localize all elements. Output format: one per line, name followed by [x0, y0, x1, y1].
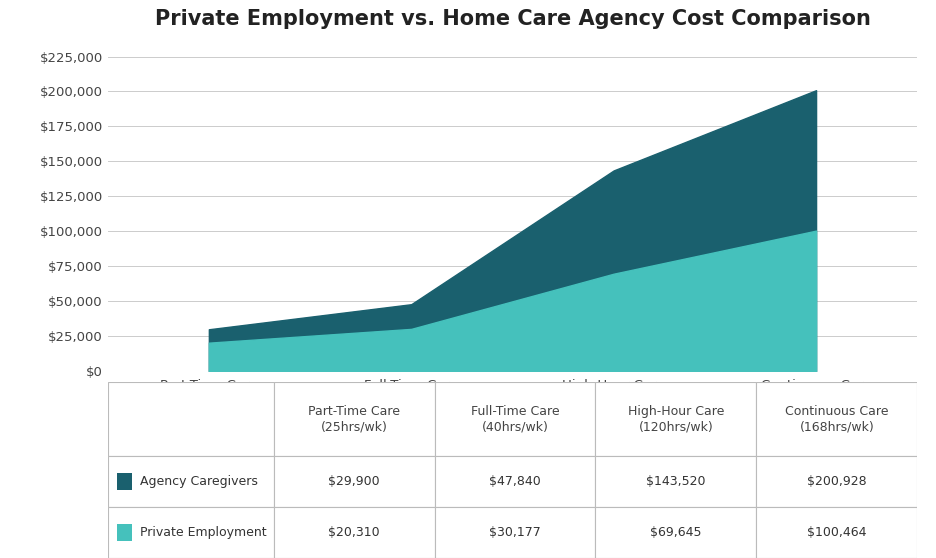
Text: $30,177: $30,177 [490, 526, 541, 539]
FancyBboxPatch shape [756, 382, 917, 456]
Text: $47,840: $47,840 [490, 475, 541, 488]
FancyBboxPatch shape [273, 456, 434, 507]
Text: $200,928: $200,928 [807, 475, 867, 488]
Text: High-Hour Care
(120hrs/wk): High-Hour Care (120hrs/wk) [628, 405, 724, 433]
Text: $100,464: $100,464 [807, 526, 867, 539]
FancyBboxPatch shape [756, 507, 917, 558]
FancyBboxPatch shape [108, 507, 273, 558]
Text: $69,645: $69,645 [651, 526, 702, 539]
Text: Private Employment: Private Employment [140, 526, 267, 539]
FancyBboxPatch shape [273, 507, 434, 558]
FancyBboxPatch shape [434, 382, 595, 456]
FancyBboxPatch shape [273, 382, 434, 456]
FancyBboxPatch shape [108, 382, 273, 456]
FancyBboxPatch shape [434, 507, 595, 558]
Text: $29,900: $29,900 [329, 475, 380, 488]
Text: Full-Time Care
(40hrs/wk): Full-Time Care (40hrs/wk) [471, 405, 560, 433]
Title: Private Employment vs. Home Care Agency Cost Comparison: Private Employment vs. Home Care Agency … [154, 9, 870, 29]
Text: Part-Time Care
(25hrs/wk): Part-Time Care (25hrs/wk) [308, 405, 400, 433]
FancyBboxPatch shape [117, 524, 132, 541]
FancyBboxPatch shape [117, 473, 132, 490]
Text: Agency Caregivers: Agency Caregivers [140, 475, 258, 488]
FancyBboxPatch shape [108, 456, 273, 507]
Text: $143,520: $143,520 [646, 475, 706, 488]
FancyBboxPatch shape [595, 456, 756, 507]
FancyBboxPatch shape [595, 382, 756, 456]
FancyBboxPatch shape [756, 456, 917, 507]
Text: Continuous Care
(168hrs/wk): Continuous Care (168hrs/wk) [785, 405, 888, 433]
FancyBboxPatch shape [595, 507, 756, 558]
FancyBboxPatch shape [434, 456, 595, 507]
Text: $20,310: $20,310 [329, 526, 380, 539]
